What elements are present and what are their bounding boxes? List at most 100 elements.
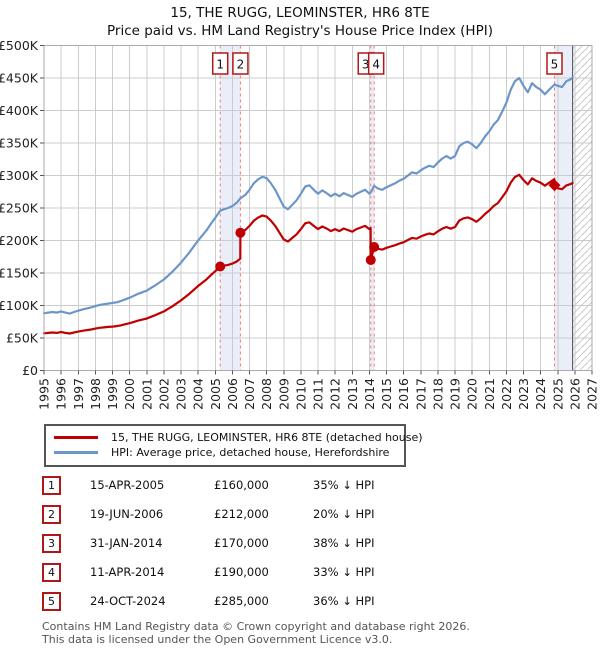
sale-event-box-label-5: 5 — [551, 58, 559, 72]
transaction-vs-hpi: 20% ↓ HPI — [313, 507, 375, 521]
legend-line-swatch — [54, 436, 98, 439]
y-tick-label: £400K — [0, 103, 39, 118]
x-tick-label: 2004 — [191, 378, 206, 410]
transaction-vs-hpi: 38% ↓ HPI — [313, 536, 375, 550]
y-tick-label: £350K — [0, 136, 39, 151]
page-subtitle: Price paid vs. HM Land Registry's House … — [107, 23, 493, 39]
chart-legend: 15, THE RUGG, LEOMINSTER, HR6 8TE (detac… — [44, 424, 423, 467]
y-tick-label: £0 — [22, 363, 38, 378]
sale-event-box-label-2: 2 — [237, 58, 245, 72]
x-tick-label: 2018 — [430, 378, 445, 410]
x-tick-label: 2000 — [122, 378, 137, 410]
x-tick-label: 2010 — [293, 378, 308, 410]
x-tick-label: 2002 — [156, 378, 171, 410]
transaction-row-2: 2 19-JUN-2006 £212,000 20% ↓ HPI — [0, 504, 600, 533]
page-title: 15, THE RUGG, LEOMINSTER, HR6 8TE — [170, 5, 430, 21]
sale-marker-1 — [215, 261, 226, 272]
legend-label: HPI: Average price, detached house, Here… — [111, 446, 390, 459]
x-tick-label: 2019 — [448, 378, 463, 410]
sale-event-box-2 — [232, 52, 249, 75]
x-tick-label: 2013 — [345, 378, 360, 410]
transaction-number-badge: 5 — [42, 592, 61, 611]
transactions-table: 1 15-APR-2005 £160,000 35% ↓ HPI 2 19-JUN-200… — [0, 475, 600, 620]
x-tick-label: 2016 — [396, 378, 411, 410]
y-tick-label: £50K — [6, 331, 39, 346]
transaction-vs-hpi: 36% ↓ HPI — [313, 594, 375, 608]
x-tick-label: 2022 — [499, 378, 514, 410]
transaction-price: £170,000 — [214, 536, 269, 550]
transaction-vs-hpi: 35% ↓ HPI — [313, 478, 375, 492]
sale-marker-4 — [369, 242, 380, 252]
y-tick-label: £300K — [0, 168, 39, 183]
transaction-date: 24-OCT-2024 — [90, 594, 166, 608]
transaction-number-badge: 3 — [42, 534, 61, 553]
sale-event-box-5 — [546, 52, 563, 75]
y-tick-label: £500K — [0, 40, 39, 53]
x-tick-label: 2023 — [516, 378, 531, 410]
x-tick-label: 2021 — [482, 378, 497, 410]
legend-row-price-paid: 15, THE RUGG, LEOMINSTER, HR6 8TE (detac… — [54, 430, 423, 445]
x-tick-label: 2007 — [242, 378, 257, 410]
y-tick-label: £100K — [0, 298, 39, 313]
footer-copyright: Contains HM Land Registry data © Crown c… — [42, 620, 470, 633]
sale-event-box-label-1: 1 — [216, 58, 224, 72]
transaction-date: 31-JAN-2014 — [90, 536, 163, 550]
price-history-chart: 1 2 3 4 5 £0 £50K £100K £150K £200K £250K £300K £350… — [0, 40, 600, 410]
x-tick-label: 2024 — [533, 378, 548, 410]
legend-line-swatch — [54, 451, 98, 454]
sale-event-box-4 — [367, 52, 385, 75]
x-tick-label: 1999 — [105, 378, 120, 410]
x-tick-label: 2008 — [259, 378, 274, 410]
axes: £0 £50K £100K £150K £200K £250K £300K £350K £400… — [0, 40, 600, 410]
x-tick-label: 1996 — [54, 378, 69, 410]
x-tick-label: 2006 — [225, 378, 240, 410]
y-tick-label: £250K — [0, 201, 39, 216]
legend-row-hpi: HPI: Average price, detached house, Here… — [54, 445, 396, 460]
transaction-row-5: 5 24-OCT-2024 £285,000 36% ↓ HPI — [0, 591, 600, 620]
transaction-price: £212,000 — [214, 507, 269, 521]
sale-marker-2 — [235, 227, 246, 238]
x-tick-label: 2003 — [174, 378, 189, 410]
x-tick-label: 2020 — [465, 378, 480, 410]
legend-label: 15, THE RUGG, LEOMINSTER, HR6 8TE (detac… — [111, 431, 423, 444]
x-tick-label: 2017 — [413, 378, 428, 410]
transaction-vs-hpi: 33% ↓ HPI — [313, 565, 375, 579]
x-tick-label: 2005 — [208, 378, 223, 410]
sale-event-box-label-3: 3 — [362, 58, 370, 72]
x-tick-label: 2025 — [550, 378, 565, 410]
transaction-number-badge: 1 — [42, 476, 61, 495]
sale-marker-3 — [365, 255, 376, 265]
footer-licence: This data is licensed under the Open Gov… — [42, 633, 393, 646]
hpi-line — [42, 76, 574, 315]
x-tick-label: 2026 — [567, 378, 582, 410]
x-tick-label: 2014 — [362, 378, 377, 410]
transaction-number-badge: 2 — [42, 505, 61, 524]
transaction-row-1: 1 15-APR-2005 £160,000 35% ↓ HPI — [0, 475, 600, 504]
transaction-date: 19-JUN-2006 — [90, 507, 164, 521]
x-tick-label: 1998 — [88, 378, 103, 410]
y-tick-label: £150K — [0, 266, 39, 281]
x-tick-label: 1997 — [71, 378, 86, 410]
y-tick-label: £200K — [0, 233, 39, 248]
footer: Contains HM Land Registry data © Crown c… — [42, 620, 470, 646]
price-paid-line — [42, 173, 574, 335]
x-tick-label: 2011 — [311, 378, 326, 410]
transaction-date: 11-APR-2014 — [90, 565, 165, 579]
x-tick-label: 2015 — [379, 378, 394, 410]
sale-event-box-1 — [211, 52, 229, 75]
sale-event-box-label-4: 4 — [372, 58, 380, 72]
x-tick-label: 1995 — [37, 378, 52, 410]
x-tick-label: 2009 — [276, 378, 291, 410]
transaction-price: £160,000 — [214, 478, 269, 492]
x-tick-label: 2012 — [328, 378, 343, 410]
sale-marker-5 — [548, 179, 561, 192]
transaction-date: 15-APR-2005 — [90, 478, 165, 492]
transaction-price: £190,000 — [214, 565, 269, 579]
transaction-price: £285,000 — [214, 594, 269, 608]
y-tick-label: £450K — [0, 71, 39, 86]
transaction-row-3: 3 31-JAN-2014 £170,000 38% ↓ HPI — [0, 533, 600, 562]
x-tick-label: 2027 — [585, 378, 600, 410]
transaction-row-4: 4 11-APR-2014 £190,000 33% ↓ HPI — [0, 562, 600, 591]
transaction-number-badge: 4 — [42, 563, 61, 582]
